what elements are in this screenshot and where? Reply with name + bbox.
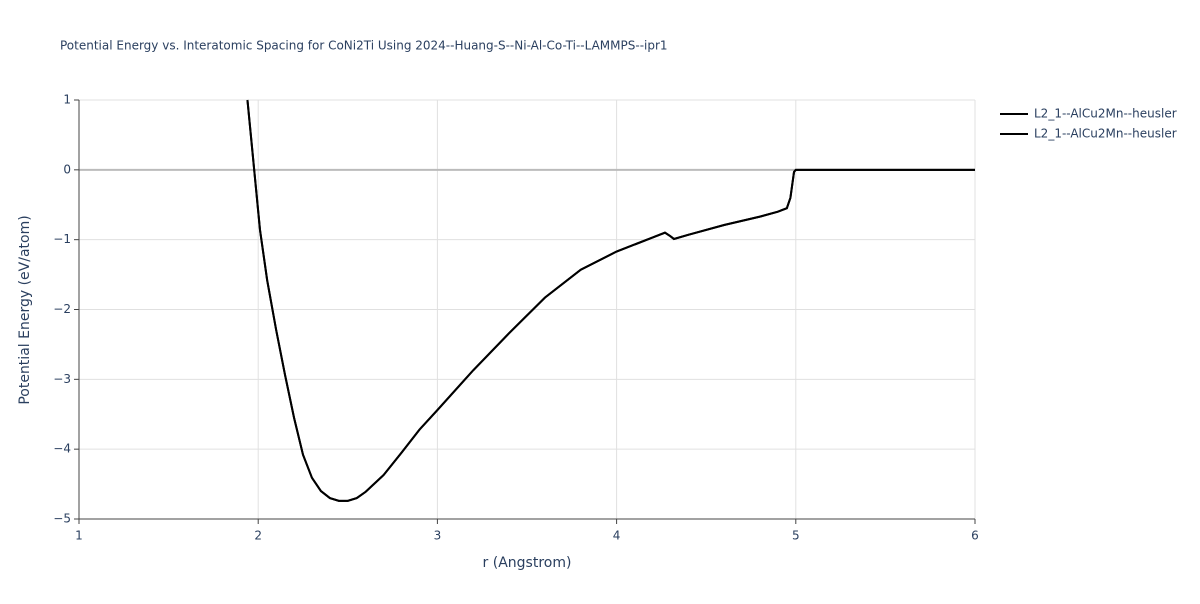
line xyxy=(246,99,975,502)
x-tick-label: 4 xyxy=(613,529,621,543)
x-tick-label: 5 xyxy=(792,529,800,543)
y-tick-label: −5 xyxy=(53,512,71,526)
x-tick-label: 3 xyxy=(434,529,442,543)
y-axis-title: Potential Energy (eV/atom) xyxy=(17,215,33,404)
y-tick-label: −4 xyxy=(53,442,71,456)
chart-title: Potential Energy vs. Interatomic Spacing… xyxy=(60,39,668,53)
y-tick-label: −1 xyxy=(53,232,71,246)
y-tick-label: 1 xyxy=(63,93,71,107)
y-tick-label: 0 xyxy=(63,162,71,176)
legend-label: L2_1--AlCu2Mn--heusler xyxy=(1034,127,1177,141)
x-tick-label: 6 xyxy=(971,529,979,543)
x-tick-label: 1 xyxy=(75,529,83,543)
legend-label: L2_1--AlCu2Mn--heusler xyxy=(1034,107,1177,121)
line xyxy=(246,99,975,502)
x-tick-label: 2 xyxy=(254,529,262,543)
x-axis-title: r (Angstrom) xyxy=(483,555,572,571)
y-tick-label: −2 xyxy=(53,302,71,316)
y-tick-label: −3 xyxy=(53,372,71,386)
